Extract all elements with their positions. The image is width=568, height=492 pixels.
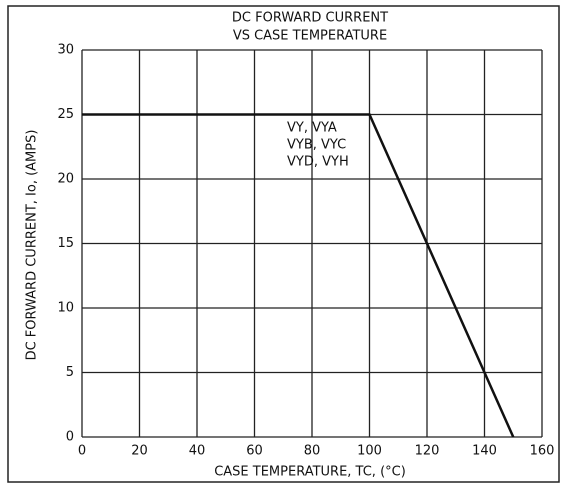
y-tick-label: 15	[57, 236, 74, 251]
y-tick-label: 0	[66, 430, 74, 445]
y-tick-label: 10	[57, 301, 74, 316]
chart-title: DC FORWARD CURRENT	[232, 11, 388, 26]
x-tick-label: 140	[472, 444, 497, 459]
x-axis-label: CASE TEMPERATURE, TC, (°C)	[214, 465, 406, 480]
y-tick-label: 25	[57, 107, 74, 122]
x-tick-label: 120	[415, 444, 440, 459]
x-tick-label: 80	[304, 444, 321, 459]
annotation: VYB, VYC	[287, 138, 346, 153]
x-tick-label: 60	[246, 444, 263, 459]
x-tick-label: 20	[131, 444, 148, 459]
chart-subtitle: VS CASE TEMPERATURE	[233, 29, 387, 44]
x-tick-label: 160	[530, 444, 555, 459]
x-tick-label: 0	[78, 444, 86, 459]
frame	[7, 5, 560, 483]
y-tick-label: 30	[57, 43, 74, 58]
y-tick-label: 5	[66, 365, 74, 380]
x-tick-label: 100	[357, 444, 382, 459]
y-axis-label: DC FORWARD CURRENT, Io, (AMPS)	[25, 130, 40, 361]
data-line	[82, 113, 515, 438]
x-tick-label: 40	[189, 444, 206, 459]
annotation: VYD, VYH	[287, 155, 349, 170]
annotation: VY, VYA	[287, 121, 337, 136]
y-tick-label: 20	[57, 172, 74, 187]
